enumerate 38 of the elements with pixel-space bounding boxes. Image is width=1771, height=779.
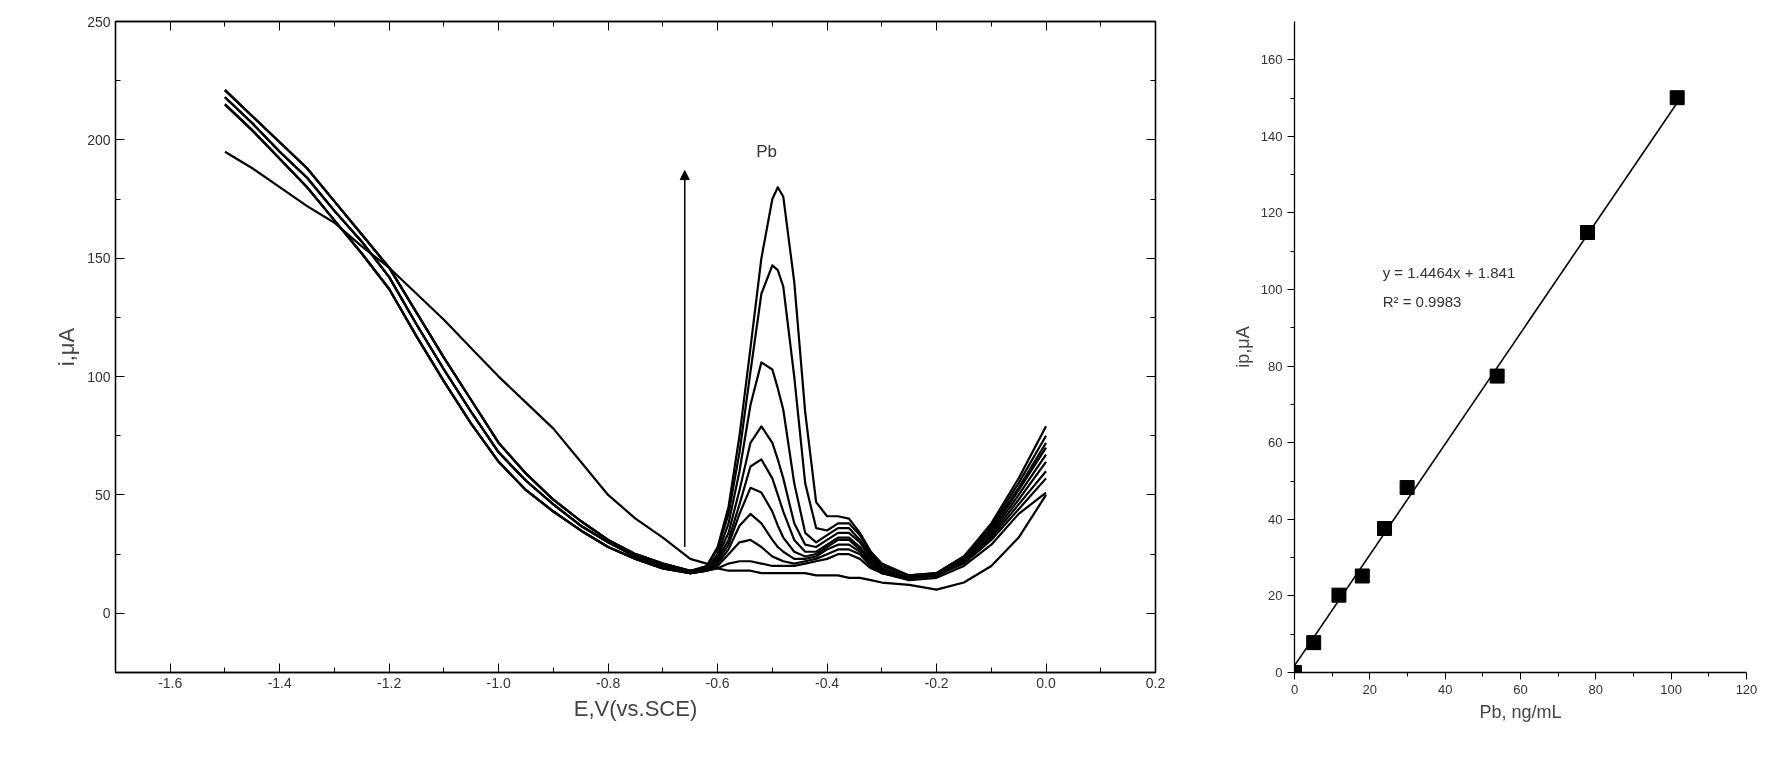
y-tick-label: 60 xyxy=(1268,435,1283,451)
y-tick-label: 200 xyxy=(87,131,111,148)
x-axis-title: Pb, ng/mL xyxy=(1479,701,1562,722)
y-tick-label: 100 xyxy=(87,368,111,385)
x-tick-label: -1.4 xyxy=(267,674,292,691)
x-tick-label: 0.2 xyxy=(1145,674,1166,691)
x-axis-title: E,V(vs.SCE) xyxy=(573,695,698,721)
y-axis-title: i,μA xyxy=(54,327,80,367)
annotation: Pb xyxy=(756,142,777,162)
y-tick-label: 80 xyxy=(1268,358,1283,374)
x-tick-label: 20 xyxy=(1362,681,1378,697)
annotation: R² = 0.9983 xyxy=(1382,292,1462,310)
x-tick-label: -1.6 xyxy=(158,674,183,691)
x-tick-label: 40 xyxy=(1437,681,1453,697)
x-tick-label: -0.4 xyxy=(815,674,840,691)
y-tick-label: 40 xyxy=(1268,511,1283,527)
y-tick-label: 0 xyxy=(102,605,111,622)
y-tick-label: 160 xyxy=(1260,52,1283,68)
x-tick-label: 60 xyxy=(1513,681,1528,697)
x-tick-label: -0.8 xyxy=(596,674,621,691)
y-tick-label: 140 xyxy=(1260,128,1283,144)
y-tick-label: 50 xyxy=(94,486,111,503)
x-tick-label: 0.0 xyxy=(1036,674,1056,691)
x-tick-label: 80 xyxy=(1588,681,1604,697)
annotation: y = 1.4464x + 1.841 xyxy=(1382,263,1516,281)
x-tick-label: 100 xyxy=(1660,681,1683,697)
y-tick-label: 100 xyxy=(1260,282,1283,298)
x-tick-label: 0 xyxy=(1290,681,1299,697)
y-axis-title: ip,μA xyxy=(1232,326,1253,368)
y-tick-label: 250 xyxy=(87,13,111,30)
y-tick-label: 120 xyxy=(1260,205,1283,221)
x-tick-label: -0.6 xyxy=(705,674,730,691)
x-tick-label: 120 xyxy=(1735,681,1758,697)
x-tick-label: -0.2 xyxy=(924,674,949,691)
y-tick-label: 20 xyxy=(1268,588,1283,604)
x-tick-label: -1.2 xyxy=(377,674,402,691)
y-tick-label: 150 xyxy=(87,250,111,267)
x-tick-label: -1.0 xyxy=(486,674,511,691)
